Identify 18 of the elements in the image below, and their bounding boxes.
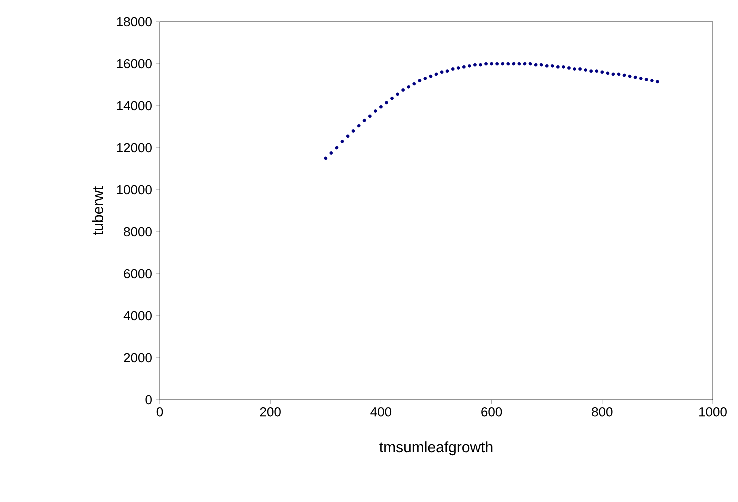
y-tick-label: 12000: [117, 143, 152, 153]
x-tick-label: 600: [482, 408, 502, 417]
y-tick-label: 18000: [117, 17, 152, 27]
x-tick-label: 0: [156, 408, 164, 417]
y-tick-label: 16000: [117, 59, 152, 69]
x-tick-label: 400: [370, 408, 392, 417]
x-tick-label: 1000: [700, 408, 727, 417]
y-axis-title: tuberwt: [92, 186, 104, 236]
y-tick-label: 4000: [124, 311, 152, 321]
y-tick-label: 14000: [117, 101, 152, 111]
y-tick-label: 10000: [117, 185, 152, 195]
x-axis-title: tmsumleafgrowth: [380, 442, 493, 456]
y-tick-label: 2000: [124, 353, 152, 363]
y-tick-label: 8000: [124, 227, 152, 237]
y-tick-label: 0: [146, 395, 152, 405]
y-tick-label: 6000: [124, 269, 152, 279]
x-tick-label: 800: [592, 408, 613, 417]
x-tick-label: 200: [260, 408, 281, 417]
